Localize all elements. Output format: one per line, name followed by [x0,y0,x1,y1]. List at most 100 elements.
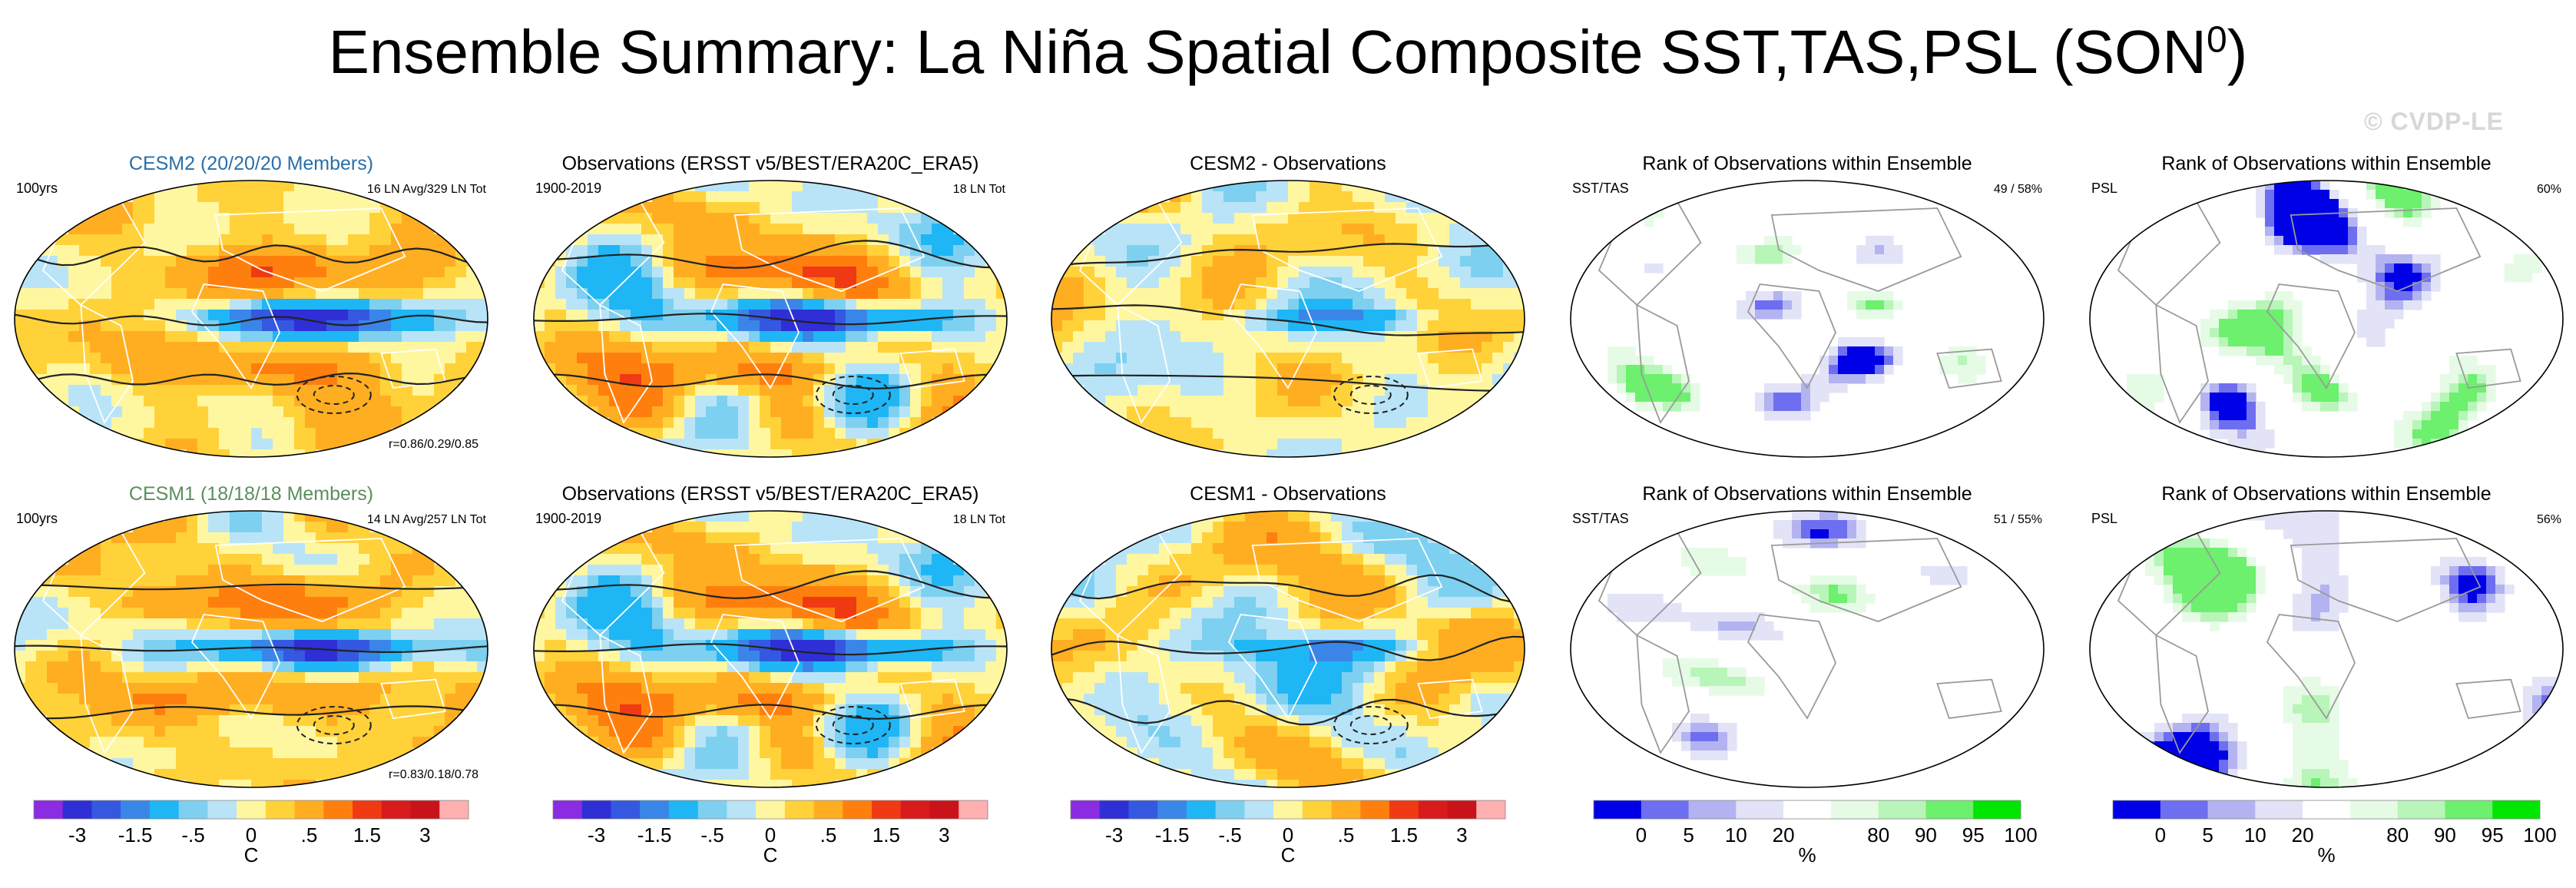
panel-left-label: SST/TAS [1572,511,1629,526]
colorbar-swatch [1331,800,1361,819]
colorbar-swatch [1925,800,1974,819]
colorbar-tick-label: .5 [1338,823,1355,847]
continent-outline [2155,634,2209,754]
panel-1-1: Observations (ERSST v5/BEST/ERA20C_ERA5)… [533,483,1008,788]
continent-outline [1936,678,2002,719]
continent-outline [1417,348,1483,389]
psl-contour [15,583,488,591]
colorbar-swatch [207,800,237,819]
colorbar-3: 0 5 10 20 80 90 95 100% [1593,800,2038,866]
colorbar-swatch [2303,800,2351,819]
panel-field [2117,181,2542,457]
colorbar-swatch [1071,800,1101,819]
panel-field [1051,181,1525,457]
map-border [1570,510,2045,788]
continent-outline [1770,207,1962,292]
panel-field [534,511,1007,787]
panel-1-0: CESM1 (18/18/18 Members) 100yrs 14 LN Avg/… [14,483,488,788]
psl-contour-negative [313,715,355,735]
colorbar-tick-label: -1.5 [637,823,672,847]
continent-outline [2455,348,2521,389]
colorbar-2: -3 -1.5 -.5 0 .5 1.5 3 C [1070,800,1506,866]
colorbar-swatch [121,800,151,819]
colorbar-tick-label: 0 [2155,823,2166,847]
continent-outline [733,538,925,622]
psl-contour [15,644,488,654]
psl-contour [1051,574,1525,603]
continent-outline [2117,200,2221,306]
colorbar-swatch [784,800,815,819]
colorbar-swatch [727,800,757,819]
colorbar-swatch [1688,800,1737,819]
panel-title: Observations (ERSST v5/BEST/ERA20C_ERA5) [562,483,979,505]
panel-right-label: 18 LN Tot [953,183,1006,196]
panel-0-3: Rank of Observations within Ensemble SST/… [1570,153,2045,458]
colorbar-swatch [2207,800,2256,819]
colorbar-swatch [1736,800,1784,819]
colorbar-swatch [929,800,959,819]
colorbar-swatch [756,800,786,819]
colorbar-tick-label: 95 [2482,823,2504,847]
panel-left-label: 100yrs [16,181,58,196]
continent-outline [1636,303,1690,424]
colorbar-tick-label: 10 [2244,823,2266,847]
psl-contour [15,313,488,326]
colorbar-tick-label: 1.5 [353,823,381,847]
colorbar-tick-label: -1.5 [118,823,153,847]
colorbar-tick-label: -3 [1105,823,1123,847]
panel-right-label: 49 / 58% [1994,183,2042,196]
colorbar-4: 0 5 10 20 80 90 95 100% [2112,800,2557,866]
map-border [1051,510,1525,788]
panel-title: CESM2 - Observations [1190,153,1386,174]
psl-contour-negative [1333,376,1409,414]
colorbar-1: -3 -1.5 -.5 0 .5 1.5 3 C [552,800,988,866]
continent-outline [1770,538,1962,622]
panel-0-1: Observations (ERSST v5/BEST/ERA20C_ERA5)… [533,153,1008,458]
colorbar-tick-label: -.5 [181,823,204,847]
panel-correlation-label: r=0.86/0.29/0.85 [389,438,478,451]
psl-contour [1051,697,1525,726]
colorbar-tick-label: 0 [246,823,257,847]
panel-1-2: CESM1 - Observations [1051,483,1525,788]
colorbar-swatch [2113,800,2161,819]
colorbar-swatch [1186,800,1217,819]
continent-outline [1227,283,1317,389]
panel-field [2117,511,2563,787]
colorbar-swatch [1830,800,1879,819]
panel-left-label: PSL [2091,181,2117,196]
colorbar-swatch [1360,800,1390,819]
colorbar-swatch [34,800,64,819]
psl-contour [534,704,1007,720]
continent-outline [2266,614,2356,720]
panel-0-2: CESM2 - Observations [1051,153,1525,458]
panel-title: CESM2 (20/20/20 Members) [129,153,373,174]
panel-title: Rank of Observations within Ensemble [2161,483,2491,505]
colorbar-swatch [1447,800,1477,819]
colorbar-units-label: C [244,843,259,866]
continent-outline [80,634,134,754]
continent-outline [2290,538,2482,622]
continent-outline [2266,283,2356,389]
panel-0-4: Rank of Observations within Ensemble PSL 6… [2089,153,2564,458]
continent-outline [80,303,134,424]
figure-title-superscript: 0 [2207,19,2227,61]
map-border [533,180,1008,458]
continent-outline [899,348,965,389]
continent-outline [1251,538,1443,622]
psl-contour-negative [832,385,874,405]
colorbar-tick-label: .5 [301,823,318,847]
colorbar-swatch [1973,800,2021,819]
colorbar-swatch [640,800,670,819]
colorbar-swatch [1215,800,1245,819]
colorbar-swatch [62,800,92,819]
continent-outline [1636,634,1690,754]
colorbar-tick-label: .5 [820,823,837,847]
psl-contour-negative [296,706,372,744]
colorbar-swatch [265,800,296,819]
colorbar-swatch [813,800,843,819]
continent-outline [710,614,800,720]
colorbar-tick-label: 5 [2202,823,2213,847]
psl-contour [534,313,1007,326]
colorbar-swatch [1389,800,1419,819]
